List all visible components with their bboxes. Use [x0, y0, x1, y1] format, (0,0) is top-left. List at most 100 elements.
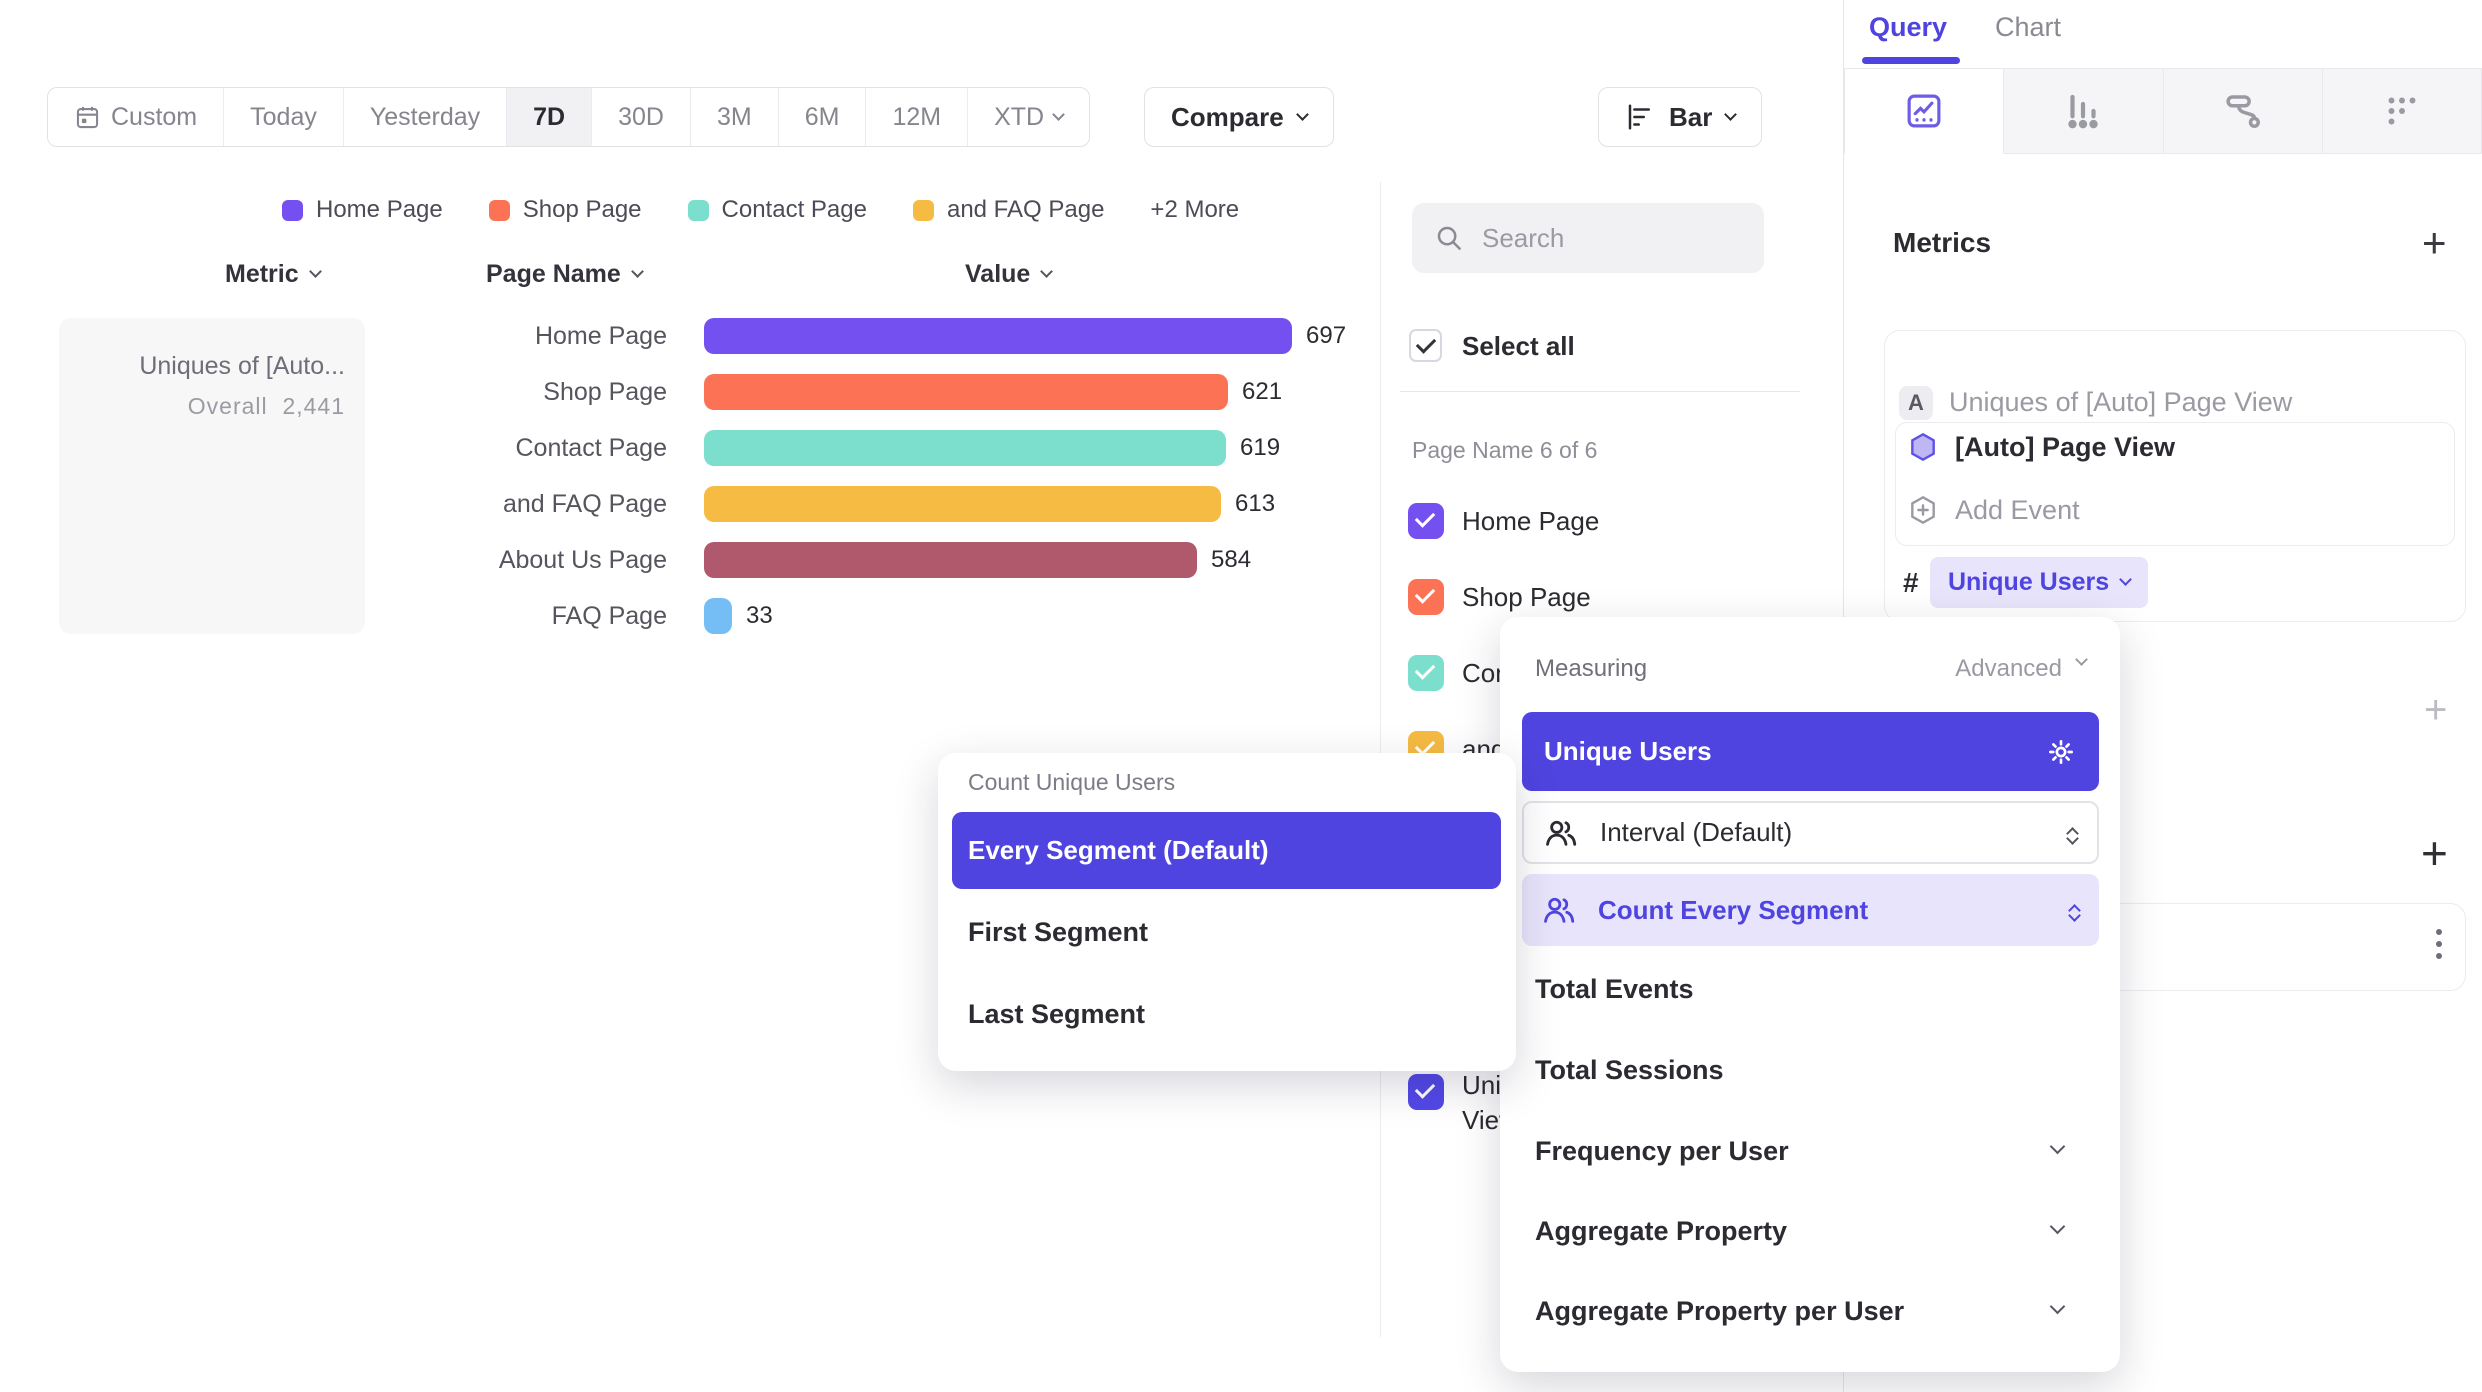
column-header-metric[interactable]: Metric: [225, 260, 322, 289]
bar-value: 697: [1306, 322, 1347, 349]
interval-selector[interactable]: Interval (Default): [1522, 801, 2099, 864]
bar-about-us-page[interactable]: [704, 542, 1197, 578]
date-range-today[interactable]: Today: [224, 88, 344, 146]
chevron-down-icon: [2119, 573, 2133, 586]
legend-item[interactable]: Home Page: [282, 196, 443, 224]
filter-group-label: Page Name 6 of 6: [1412, 437, 1598, 463]
date-range-30d[interactable]: 30D: [592, 88, 691, 146]
date-range-picker: Custom Today Yesterday 7D 30D 3M 6M 12M …: [47, 87, 1091, 147]
option-total-events[interactable]: Total Events: [1535, 974, 1694, 1004]
bar-and-faq-page[interactable]: [704, 486, 1221, 522]
date-range-custom[interactable]: Custom: [48, 88, 225, 146]
legend-more-link[interactable]: +2 More: [1150, 196, 1240, 223]
date-range-6m[interactable]: 6M: [779, 88, 867, 146]
chevron-down-icon: [1295, 107, 1309, 121]
tab-query[interactable]: Query: [1869, 12, 1948, 42]
column-header-page-name[interactable]: Page Name: [486, 260, 644, 289]
column-header-value[interactable]: Value: [965, 260, 1054, 289]
checkbox-uniques-metric[interactable]: [1408, 1074, 1444, 1110]
event-hexagon-icon: [1911, 432, 1935, 462]
people-icon: [1546, 820, 1577, 846]
bar-category-label: Home Page: [534, 322, 667, 350]
metric-name: Uniques of [Auto...: [139, 352, 345, 380]
option-aggregate-property-per-user[interactable]: Aggregate Property per User: [1535, 1296, 1905, 1326]
option-total-sessions[interactable]: Total Sessions: [1535, 1055, 1724, 1085]
insights-icon: [1907, 94, 1941, 128]
hash-symbol: #: [1903, 567, 1919, 598]
stepper-icon: [2066, 823, 2079, 845]
select-all-checkbox[interactable]: [1409, 329, 1442, 362]
people-icon: [1544, 897, 1575, 923]
chart-row: and FAQ Page 613: [0, 486, 1378, 522]
date-range-7d[interactable]: 7D: [507, 88, 593, 146]
active-tab-underline: [1862, 57, 1960, 64]
calendar-icon: [76, 106, 99, 128]
measuring-selected-unique-users[interactable]: Unique Users: [1522, 712, 2099, 791]
bar-home-page[interactable]: [704, 318, 1292, 354]
search-input[interactable]: [1482, 222, 1722, 254]
add-breakdown-button[interactable]: +: [2421, 827, 2448, 879]
count-every-segment-selector[interactable]: Count Every Segment: [1522, 874, 2099, 946]
legend-item[interactable]: Contact Page: [687, 196, 867, 224]
event-name[interactable]: [Auto] Page View: [1955, 432, 2176, 462]
bar-contact-page[interactable]: [704, 430, 1226, 466]
option-every-segment-default[interactable]: Every Segment (Default): [952, 812, 1501, 889]
tab-chart[interactable]: Chart: [1995, 12, 2062, 42]
option-frequency-per-user[interactable]: Frequency per User: [1535, 1136, 1789, 1166]
metric-letter-badge: A: [1899, 386, 1933, 420]
measurement-dropdown[interactable]: Unique Users: [1930, 557, 2149, 608]
filter-item-label[interactable]: Home Page: [1462, 506, 1600, 536]
tab-insights[interactable]: [1844, 68, 2005, 154]
chart-row: Home Page 697: [0, 318, 1378, 354]
legend-item[interactable]: and FAQ Page: [912, 196, 1104, 224]
flows-icon: [2226, 95, 2260, 128]
metric-cell[interactable]: Uniques of [Auto... Overall 2,441: [59, 318, 365, 634]
search-icon: [1437, 226, 1461, 250]
checkbox-contact-page[interactable]: [1408, 655, 1444, 691]
option-last-segment[interactable]: Last Segment: [968, 999, 1146, 1029]
measuring-title: Measuring: [1535, 655, 1648, 682]
filter-item-label[interactable]: Shop Page: [1462, 582, 1591, 612]
tab-funnels[interactable]: [2004, 68, 2164, 154]
date-range-yesterday[interactable]: Yesterday: [344, 88, 508, 146]
option-first-segment[interactable]: First Segment: [968, 917, 1149, 947]
add-event-button[interactable]: Add Event: [1955, 495, 2080, 525]
bar-value: 613: [1235, 490, 1276, 517]
tab-retention[interactable]: [2322, 68, 2482, 154]
tab-flows[interactable]: [2163, 68, 2323, 154]
bar-shop-page[interactable]: [704, 374, 1228, 410]
chevron-down-icon: [2049, 1218, 2066, 1235]
metric-row-label: Uniques of [Auto] Page View: [1949, 387, 2293, 417]
metric-card[interactable]: [1884, 330, 2466, 622]
advanced-toggle[interactable]: Advanced: [1955, 655, 2062, 682]
add-metric-button[interactable]: +: [2422, 219, 2447, 266]
chart-row: FAQ Page 33: [0, 598, 1378, 634]
add-filter-button[interactable]: +: [2424, 688, 2448, 732]
segment-search[interactable]: [1412, 203, 1764, 273]
checkbox-shop-page[interactable]: [1408, 579, 1444, 615]
checkbox-home-page[interactable]: [1408, 503, 1444, 539]
legend-item[interactable]: Shop Page: [488, 196, 642, 224]
add-event-icon: [1911, 495, 1935, 525]
date-range-3m[interactable]: 3M: [691, 88, 779, 146]
chevron-down-icon: [2049, 1138, 2066, 1155]
bar-category-label: Shop Page: [543, 378, 667, 406]
bar-value: 33: [746, 602, 773, 629]
bar-category-label: FAQ Page: [551, 602, 667, 630]
legend-swatch: [488, 199, 510, 221]
kebab-menu-icon[interactable]: [2436, 929, 2442, 959]
chart-type-dropdown[interactable]: Bar: [1598, 87, 1763, 147]
chevron-down-icon: [2075, 653, 2088, 666]
bar-faq-page[interactable]: [704, 598, 732, 634]
bar-category-label: and FAQ Page: [502, 490, 667, 518]
compare-button[interactable]: Compare: [1144, 87, 1334, 147]
gear-icon[interactable]: [2045, 736, 2077, 768]
chevron-down-icon: [630, 265, 644, 278]
bar-category-label: About Us Page: [498, 546, 667, 574]
chevron-down-icon: [1724, 107, 1738, 121]
date-range-xtd[interactable]: XTD: [968, 88, 1089, 146]
segment-count-popup: Count Unique Users Every Segment (Defaul…: [938, 753, 1516, 1071]
date-range-12m[interactable]: 12M: [866, 88, 969, 146]
option-aggregate-property[interactable]: Aggregate Property: [1535, 1216, 1788, 1246]
metrics-heading: Metrics: [1893, 227, 1992, 258]
